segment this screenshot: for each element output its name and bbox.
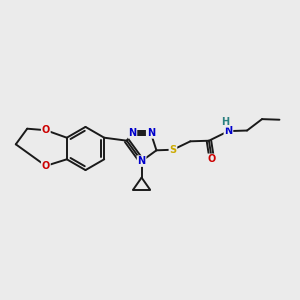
- Text: O: O: [42, 125, 50, 135]
- Text: O: O: [42, 161, 50, 171]
- Text: N: N: [224, 126, 232, 136]
- Text: O: O: [207, 154, 215, 164]
- Text: H: H: [221, 117, 229, 127]
- Text: N: N: [147, 128, 155, 138]
- Text: N: N: [128, 128, 136, 138]
- Text: N: N: [137, 156, 146, 166]
- Text: S: S: [169, 145, 176, 155]
